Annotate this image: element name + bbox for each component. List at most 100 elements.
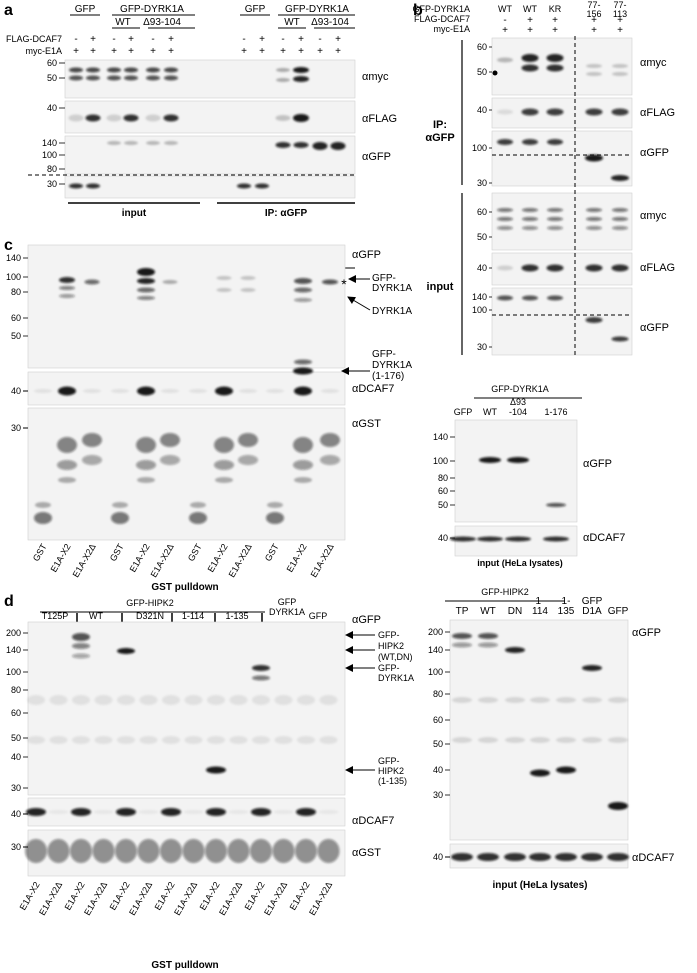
panel-letter: c [4, 237, 13, 254]
size-marker: 30 [47, 179, 57, 189]
band [252, 736, 270, 744]
antibody: αGST [352, 418, 381, 430]
antibody: αFLAG [640, 262, 675, 274]
lane-label: E1A-X2 [285, 542, 309, 574]
band [507, 457, 529, 463]
band [521, 64, 539, 72]
band [190, 502, 206, 508]
band [452, 642, 472, 648]
row-label: FLAG-DCAF7 [414, 14, 470, 24]
band [582, 665, 602, 671]
band [612, 64, 628, 68]
lane-label: Δ93 [510, 397, 526, 407]
lane-label: E1A-X2 [108, 880, 132, 912]
band [478, 697, 498, 703]
band [547, 139, 563, 145]
footer: input (HeLa lysates) [492, 880, 587, 891]
size-marker: 200 [6, 628, 21, 638]
band [274, 695, 293, 705]
sign: + [90, 34, 96, 45]
band [252, 675, 270, 681]
row-label: myc-E1A [433, 24, 470, 34]
lane-label: E1A-X2Δ [309, 542, 336, 579]
band [477, 853, 499, 861]
band [229, 736, 248, 744]
column-label: 156 [586, 9, 601, 19]
size-marker: 30 [433, 790, 443, 800]
band [71, 808, 91, 816]
band [582, 697, 602, 703]
size-marker: 100 [472, 143, 487, 153]
column-label: 77- [587, 0, 600, 10]
band [546, 64, 564, 72]
band [139, 695, 158, 705]
band [294, 386, 312, 396]
band [137, 839, 160, 863]
band [450, 536, 476, 542]
band [547, 217, 563, 221]
band [137, 386, 155, 396]
size-marker: 140 [42, 138, 57, 148]
band [497, 109, 513, 115]
band [452, 737, 472, 743]
antibody: αGFP [362, 151, 391, 163]
antibody: αDCAF7 [632, 852, 674, 864]
band [546, 54, 564, 62]
band [240, 276, 256, 280]
sign: - [112, 34, 115, 45]
dot [492, 70, 498, 76]
band [478, 642, 498, 648]
size-marker: 50 [477, 67, 487, 77]
size-marker: 50 [11, 733, 21, 743]
band [272, 839, 295, 863]
group-label: DYRK1A [269, 607, 305, 617]
band [295, 839, 317, 863]
size-marker: 40 [11, 809, 21, 819]
size-marker: 30 [11, 842, 21, 852]
header: GFP [245, 4, 266, 15]
panel-letter: b [413, 2, 423, 19]
band [266, 512, 284, 524]
band [547, 208, 563, 212]
sign: + [280, 46, 286, 57]
band [296, 808, 316, 816]
band [86, 183, 100, 189]
band [137, 287, 155, 293]
band [504, 853, 526, 861]
band [145, 114, 161, 122]
band [478, 737, 498, 743]
band [111, 512, 129, 524]
header: WT [284, 17, 300, 28]
band [505, 697, 525, 703]
band [214, 460, 234, 470]
band [48, 810, 69, 814]
sign: + [591, 15, 597, 26]
band [505, 536, 531, 542]
sign: - [503, 15, 506, 26]
arrow-label: (1-176) [372, 371, 404, 382]
lane-label: DN [508, 606, 522, 617]
lane-label: TP [456, 606, 469, 617]
band [497, 226, 513, 230]
lane-label: D1A [582, 606, 602, 617]
arrow-label: GFP- [378, 663, 400, 673]
band [117, 648, 135, 654]
band [137, 268, 155, 276]
arrow-label: GFP- [372, 273, 396, 284]
band [276, 68, 290, 72]
band [189, 389, 207, 393]
band [555, 853, 577, 861]
band [137, 296, 155, 300]
band [497, 295, 513, 301]
group-label: GFP [309, 611, 328, 621]
size-marker: 40 [433, 852, 443, 862]
band [124, 141, 138, 145]
blot [491, 192, 633, 251]
sign: + [617, 25, 623, 36]
band [275, 115, 291, 121]
band [608, 802, 628, 810]
band [238, 455, 258, 465]
panel-letter: a [4, 2, 13, 19]
input-label: input [427, 281, 454, 293]
size-marker: 40 [11, 752, 21, 762]
